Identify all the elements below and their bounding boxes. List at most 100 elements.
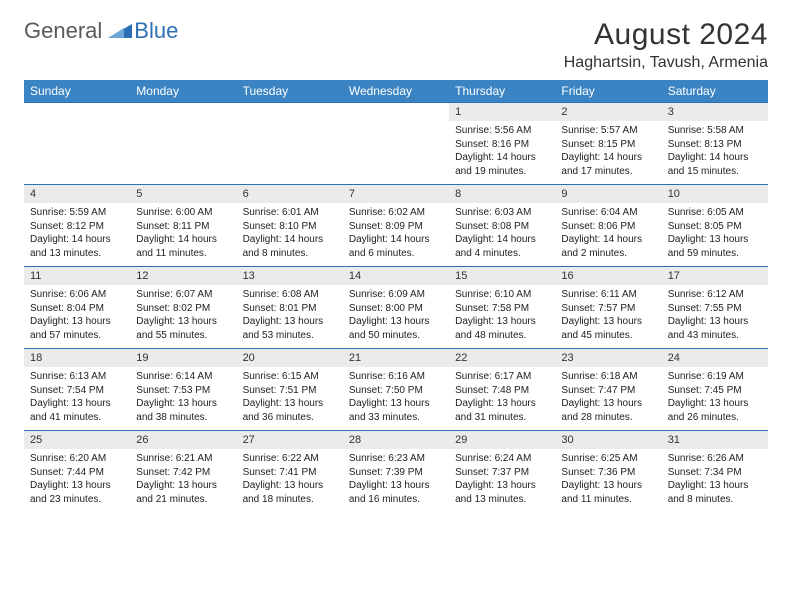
sunrise-line: Sunrise: 6:21 AM <box>136 452 230 466</box>
sunrise-line: Sunrise: 6:18 AM <box>561 370 655 384</box>
day-number-cell: 13 <box>237 267 343 286</box>
daylight-line: Daylight: 13 hours and 8 minutes. <box>668 479 762 506</box>
day-number-cell: 8 <box>449 185 555 204</box>
day-number-cell: 5 <box>130 185 236 204</box>
day-content-cell: Sunrise: 5:59 AMSunset: 8:12 PMDaylight:… <box>24 203 130 267</box>
daylight-line: Daylight: 13 hours and 16 minutes. <box>349 479 443 506</box>
day-content-cell <box>237 121 343 185</box>
sunrise-line: Sunrise: 6:15 AM <box>243 370 337 384</box>
day-number-cell: 31 <box>662 431 768 450</box>
logo: General Blue <box>24 18 178 44</box>
day-content-cell <box>130 121 236 185</box>
day-number-cell: 14 <box>343 267 449 286</box>
day-number-cell <box>343 103 449 122</box>
day-content-cell: Sunrise: 6:22 AMSunset: 7:41 PMDaylight:… <box>237 449 343 512</box>
sunrise-line: Sunrise: 6:04 AM <box>561 206 655 220</box>
daylight-line: Daylight: 13 hours and 45 minutes. <box>561 315 655 342</box>
daylight-line: Daylight: 14 hours and 8 minutes. <box>243 233 337 260</box>
sunset-line: Sunset: 8:04 PM <box>30 302 124 316</box>
daylight-line: Daylight: 13 hours and 33 minutes. <box>349 397 443 424</box>
day-number-cell: 17 <box>662 267 768 286</box>
daylight-line: Daylight: 13 hours and 28 minutes. <box>561 397 655 424</box>
day-number-cell: 22 <box>449 349 555 368</box>
sunset-line: Sunset: 7:45 PM <box>668 384 762 398</box>
sunset-line: Sunset: 7:58 PM <box>455 302 549 316</box>
day-number-cell <box>130 103 236 122</box>
sunrise-line: Sunrise: 6:23 AM <box>349 452 443 466</box>
day-number-cell: 7 <box>343 185 449 204</box>
sunset-line: Sunset: 7:34 PM <box>668 466 762 480</box>
day-content-cell: Sunrise: 6:13 AMSunset: 7:54 PMDaylight:… <box>24 367 130 431</box>
day-number-row: 123 <box>24 103 768 122</box>
weekday-header: Wednesday <box>343 80 449 103</box>
sunrise-line: Sunrise: 6:22 AM <box>243 452 337 466</box>
daylight-line: Daylight: 14 hours and 17 minutes. <box>561 151 655 178</box>
day-content-cell: Sunrise: 6:04 AMSunset: 8:06 PMDaylight:… <box>555 203 661 267</box>
day-number-cell: 12 <box>130 267 236 286</box>
day-number-cell: 24 <box>662 349 768 368</box>
day-content-cell: Sunrise: 6:10 AMSunset: 7:58 PMDaylight:… <box>449 285 555 349</box>
day-number-cell <box>237 103 343 122</box>
sunset-line: Sunset: 8:05 PM <box>668 220 762 234</box>
day-number-cell: 30 <box>555 431 661 450</box>
day-content-cell: Sunrise: 6:00 AMSunset: 8:11 PMDaylight:… <box>130 203 236 267</box>
sunrise-line: Sunrise: 6:11 AM <box>561 288 655 302</box>
sunset-line: Sunset: 7:42 PM <box>136 466 230 480</box>
sunrise-line: Sunrise: 6:19 AM <box>668 370 762 384</box>
day-number-cell: 28 <box>343 431 449 450</box>
sunrise-line: Sunrise: 5:56 AM <box>455 124 549 138</box>
weekday-header: Friday <box>555 80 661 103</box>
day-number-cell: 18 <box>24 349 130 368</box>
daylight-line: Daylight: 13 hours and 11 minutes. <box>561 479 655 506</box>
sunrise-line: Sunrise: 6:08 AM <box>243 288 337 302</box>
logo-word1: General <box>24 18 102 44</box>
daylight-line: Daylight: 13 hours and 18 minutes. <box>243 479 337 506</box>
daylight-line: Daylight: 13 hours and 57 minutes. <box>30 315 124 342</box>
day-content-cell: Sunrise: 5:57 AMSunset: 8:15 PMDaylight:… <box>555 121 661 185</box>
day-content-cell: Sunrise: 6:11 AMSunset: 7:57 PMDaylight:… <box>555 285 661 349</box>
weekday-header: Sunday <box>24 80 130 103</box>
day-number-cell: 1 <box>449 103 555 122</box>
sunset-line: Sunset: 8:00 PM <box>349 302 443 316</box>
sunset-line: Sunset: 8:02 PM <box>136 302 230 316</box>
daylight-line: Daylight: 14 hours and 11 minutes. <box>136 233 230 260</box>
sunset-line: Sunset: 7:57 PM <box>561 302 655 316</box>
sunset-line: Sunset: 8:10 PM <box>243 220 337 234</box>
title-block: August 2024 Haghartsin, Tavush, Armenia <box>564 18 768 72</box>
sunset-line: Sunset: 7:55 PM <box>668 302 762 316</box>
daylight-line: Daylight: 13 hours and 55 minutes. <box>136 315 230 342</box>
day-number-row: 11121314151617 <box>24 267 768 286</box>
day-content-row: Sunrise: 5:56 AMSunset: 8:16 PMDaylight:… <box>24 121 768 185</box>
daylight-line: Daylight: 13 hours and 13 minutes. <box>455 479 549 506</box>
sunrise-line: Sunrise: 6:03 AM <box>455 206 549 220</box>
day-content-cell: Sunrise: 6:05 AMSunset: 8:05 PMDaylight:… <box>662 203 768 267</box>
day-number-cell <box>24 103 130 122</box>
day-content-cell: Sunrise: 6:08 AMSunset: 8:01 PMDaylight:… <box>237 285 343 349</box>
day-content-cell: Sunrise: 6:25 AMSunset: 7:36 PMDaylight:… <box>555 449 661 512</box>
sunrise-line: Sunrise: 6:05 AM <box>668 206 762 220</box>
month-title: August 2024 <box>564 18 768 52</box>
day-content-cell: Sunrise: 6:18 AMSunset: 7:47 PMDaylight:… <box>555 367 661 431</box>
day-content-cell: Sunrise: 6:16 AMSunset: 7:50 PMDaylight:… <box>343 367 449 431</box>
day-content-cell: Sunrise: 6:02 AMSunset: 8:09 PMDaylight:… <box>343 203 449 267</box>
calendar-table: SundayMondayTuesdayWednesdayThursdayFrid… <box>24 80 768 512</box>
day-number-cell: 19 <box>130 349 236 368</box>
day-number-cell: 25 <box>24 431 130 450</box>
day-number-cell: 10 <box>662 185 768 204</box>
day-number-cell: 9 <box>555 185 661 204</box>
day-number-row: 45678910 <box>24 185 768 204</box>
sunrise-line: Sunrise: 6:02 AM <box>349 206 443 220</box>
sunset-line: Sunset: 7:54 PM <box>30 384 124 398</box>
daylight-line: Daylight: 13 hours and 41 minutes. <box>30 397 124 424</box>
location: Haghartsin, Tavush, Armenia <box>564 54 768 72</box>
daylight-line: Daylight: 13 hours and 31 minutes. <box>455 397 549 424</box>
sunrise-line: Sunrise: 6:25 AM <box>561 452 655 466</box>
day-number-cell: 27 <box>237 431 343 450</box>
sunrise-line: Sunrise: 6:01 AM <box>243 206 337 220</box>
sunrise-line: Sunrise: 6:00 AM <box>136 206 230 220</box>
day-content-row: Sunrise: 6:20 AMSunset: 7:44 PMDaylight:… <box>24 449 768 512</box>
sunset-line: Sunset: 8:13 PM <box>668 138 762 152</box>
sunset-line: Sunset: 8:06 PM <box>561 220 655 234</box>
sunrise-line: Sunrise: 6:16 AM <box>349 370 443 384</box>
day-content-cell: Sunrise: 6:03 AMSunset: 8:08 PMDaylight:… <box>449 203 555 267</box>
